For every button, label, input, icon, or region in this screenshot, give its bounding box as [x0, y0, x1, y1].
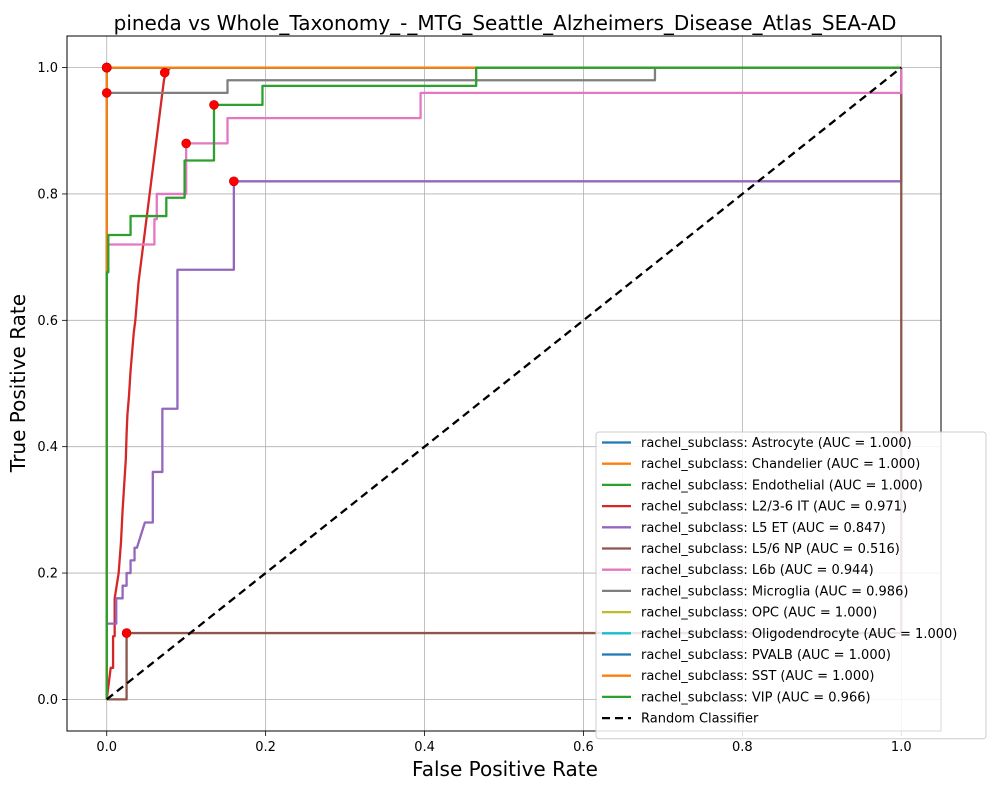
- threshold-marker: [101, 62, 112, 73]
- y-axis-label: True Positive Rate: [6, 294, 30, 473]
- legend-label: rachel_subclass: VIP (AUC = 0.966): [641, 690, 871, 705]
- x-tick-label: 0.8: [732, 740, 753, 755]
- threshold-marker: [229, 176, 239, 187]
- y-tick-label: 1.0: [37, 61, 58, 76]
- threshold-marker: [121, 628, 132, 638]
- x-axis-label: False Positive Rate: [412, 757, 598, 781]
- legend-label: rachel_subclass: L6b (AUC = 0.944): [641, 563, 874, 578]
- y-tick-label: 0.0: [37, 693, 58, 708]
- legend: rachel_subclass: Astrocyte (AUC = 1.000)…: [595, 431, 987, 740]
- y-tick-label: 0.4: [37, 440, 58, 455]
- threshold-marker: [101, 88, 112, 98]
- series-line: [105, 67, 903, 700]
- series-line: [105, 66, 902, 700]
- marker-layer: [101, 62, 239, 638]
- random-classifier-line: [106, 66, 902, 701]
- threshold-marker: [159, 67, 170, 78]
- series-line: [105, 67, 903, 700]
- legend-label: rachel_subclass: OPC (AUC = 1.000): [641, 606, 877, 621]
- x-tick-label: 1.0: [891, 740, 912, 755]
- chart-title: pineda vs Whole_Taxonomy_-_MTG_Seattle_A…: [114, 11, 897, 35]
- y-axis-ticks: 0.0 0.2 0.4 0.6 0.8 1.0: [37, 61, 67, 708]
- legend-label: rachel_subclass: SST (AUC = 1.000): [641, 669, 874, 684]
- x-tick-label: 0.4: [414, 740, 435, 755]
- x-tick-label: 0.2: [255, 740, 276, 755]
- x-tick-label: 0.6: [573, 740, 594, 755]
- legend-label: rachel_subclass: Oligodendrocyte (AUC = …: [641, 627, 957, 642]
- x-axis-ticks: 0.0 0.2 0.4 0.6 0.8 1.0: [96, 731, 912, 755]
- x-tick-label: 0.0: [96, 740, 117, 755]
- legend-label: rachel_subclass: Endothelial (AUC = 1.00…: [641, 478, 923, 493]
- series-line: [105, 66, 902, 700]
- legend-label: rachel_subclass: L2/3-6 IT (AUC = 0.971): [641, 500, 907, 515]
- legend-box: [595, 431, 987, 740]
- threshold-marker: [209, 100, 219, 110]
- legend-label: rachel_subclass: Astrocyte (AUC = 1.000): [641, 436, 912, 451]
- legend-label: rachel_subclass: L5/6 NP (AUC = 0.516): [641, 542, 900, 557]
- y-tick-label: 0.6: [37, 314, 58, 329]
- y-tick-label: 0.2: [37, 567, 58, 582]
- y-tick-label: 0.8: [37, 187, 58, 202]
- legend-label: Random Classifier: [641, 712, 759, 727]
- legend-label: rachel_subclass: Microglia (AUC = 0.986): [641, 584, 908, 599]
- threshold-marker: [181, 138, 191, 149]
- plot-frame: [66, 35, 942, 732]
- legend-label: rachel_subclass: L5 ET (AUC = 0.847): [641, 521, 886, 536]
- legend-label: rachel_subclass: Chandelier (AUC = 1.000…: [641, 457, 920, 472]
- legend-label: rachel_subclass: PVALB (AUC = 1.000): [641, 648, 891, 663]
